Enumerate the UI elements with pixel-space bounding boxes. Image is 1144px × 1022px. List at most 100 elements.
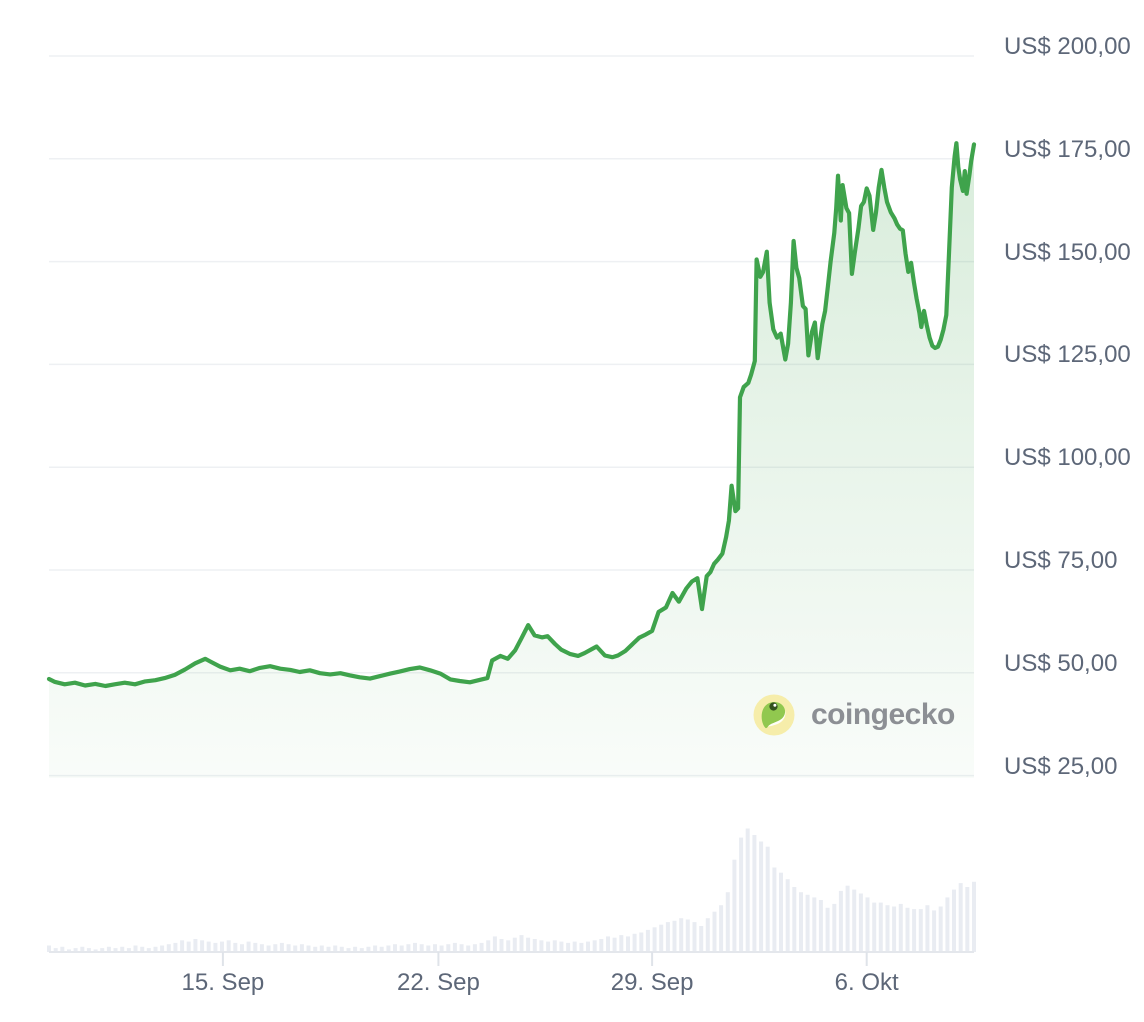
volume-bar: [865, 897, 870, 952]
volume-bar: [419, 944, 424, 952]
volume-bar: [845, 885, 850, 952]
volume-bar: [599, 939, 604, 952]
volume-bar: [805, 894, 810, 952]
volume-bar: [659, 924, 664, 952]
price-line: [46, 141, 977, 689]
volume-bar: [446, 944, 451, 952]
volume-bar: [958, 883, 963, 952]
volume-bar: [273, 944, 278, 952]
volume-bar: [792, 887, 797, 952]
volume-bar: [619, 935, 624, 952]
volume-bar: [240, 944, 244, 952]
volume-bar: [366, 946, 371, 952]
volume-bar: [259, 944, 264, 952]
volume-bar: [612, 937, 617, 952]
volume-bar: [579, 942, 584, 952]
y-axis-label: US$ 200,00: [1004, 33, 1131, 60]
volume-bar: [306, 945, 311, 952]
volume-bar: [532, 939, 537, 952]
volume-bar: [918, 909, 923, 952]
volume-bar: [492, 936, 497, 952]
volume-bar: [632, 933, 637, 952]
volume-bar: [186, 941, 191, 952]
volume-bar: [672, 920, 677, 952]
volume-bar: [373, 945, 378, 952]
volume-bar: [838, 890, 843, 952]
volume-bar: [679, 918, 684, 952]
volume-bar: [752, 835, 757, 952]
volume-bar: [339, 946, 344, 952]
volume-bar: [386, 945, 391, 952]
volume-bar: [313, 946, 318, 952]
volume-bar: [892, 906, 897, 952]
volume-bar: [692, 922, 697, 952]
volume-bar: [253, 942, 258, 952]
y-axis-label: US$ 100,00: [1004, 444, 1131, 472]
volume-bar: [406, 944, 411, 952]
volume-bar: [266, 945, 271, 952]
volume-bar: [665, 922, 670, 952]
volume-bar: [86, 948, 91, 952]
volume-bar: [572, 941, 577, 952]
volume-bar: [100, 948, 105, 952]
volume-bar: [699, 926, 704, 952]
volume-bar: [53, 948, 58, 952]
volume-bar: [220, 941, 224, 952]
volume-bar: [526, 937, 531, 952]
volume-bar: [173, 942, 178, 952]
volume-bar: [106, 946, 111, 952]
volume-bar: [539, 940, 544, 952]
y-axis-label: US$ 50,00: [1004, 649, 1118, 677]
volume-bar: [346, 948, 351, 952]
volume-bar: [160, 945, 165, 952]
volume-bar: [433, 944, 437, 952]
volume-bar: [246, 941, 251, 952]
volume-bar: [60, 946, 65, 952]
volume-bar: [326, 946, 331, 952]
volume-bar: [113, 948, 118, 952]
volume-bar: [832, 903, 837, 952]
volume-bar: [858, 893, 863, 952]
volume-bar: [213, 942, 218, 952]
volume-bar: [779, 872, 783, 952]
volume-bar: [126, 948, 131, 952]
volume-bar: [359, 948, 364, 952]
volume-bar: [206, 941, 211, 952]
volume-bar: [153, 946, 158, 952]
volume-bar: [133, 945, 138, 952]
volume-bar: [299, 944, 304, 952]
volume-bar: [799, 892, 803, 952]
volume-bar: [772, 867, 777, 952]
volume-bar: [878, 902, 883, 952]
x-axis-label: 29. Sep: [610, 969, 694, 996]
volume-bar: [452, 942, 457, 952]
volume-bar: [80, 946, 85, 952]
volume-bar: [180, 940, 185, 952]
volume-bar: [759, 841, 764, 952]
coingecko-wordmark: coingecko: [811, 698, 955, 731]
volume-bar: [479, 942, 484, 952]
volume-bar: [912, 909, 917, 952]
x-axis-ticks: [221, 952, 868, 966]
volume-bar: [592, 940, 597, 952]
volume-bar: [785, 879, 790, 952]
volume-bar: [745, 828, 750, 952]
price-area-fill: [49, 143, 974, 778]
volume-bar: [47, 945, 51, 952]
volume-bar: [559, 941, 564, 952]
volume-bar: [439, 945, 444, 952]
volume-bar: [393, 944, 397, 952]
volume-bar: [279, 942, 284, 952]
volume-bar: [459, 944, 464, 952]
volume-bar: [852, 889, 857, 952]
volume-bar: [732, 859, 737, 952]
volume-bar: [499, 939, 504, 952]
volume-bar: [905, 907, 910, 952]
y-axis-label: US$ 25,00: [1004, 752, 1118, 780]
volume-bar: [645, 929, 650, 952]
volume-bar: [193, 939, 198, 952]
volume-bar: [486, 940, 491, 952]
volume-bar: [200, 940, 205, 952]
x-axis-label: 6. Okt: [834, 969, 899, 996]
